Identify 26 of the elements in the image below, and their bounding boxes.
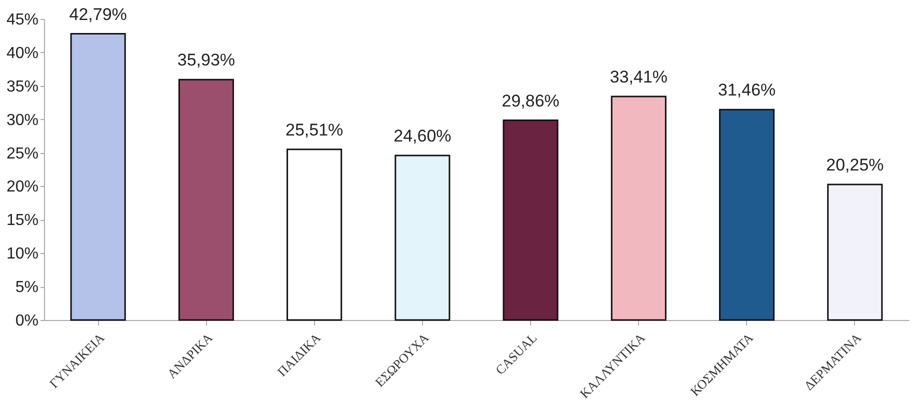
bar xyxy=(610,96,666,321)
data-label: 31,46% xyxy=(718,80,776,100)
y-tick-label: 5% xyxy=(15,279,38,296)
y-tick-label: 30% xyxy=(6,112,38,129)
data-label: 25,51% xyxy=(285,120,344,140)
y-tick-label: 20% xyxy=(6,178,38,196)
bar xyxy=(827,184,883,321)
data-label: 29,86% xyxy=(502,91,560,110)
bar xyxy=(394,154,450,321)
bar xyxy=(286,148,342,321)
y-tick-label: 40% xyxy=(6,44,38,62)
bar xyxy=(719,108,775,321)
y-tick-label: 45% xyxy=(6,12,38,28)
bar xyxy=(178,78,234,321)
data-label: 20,25% xyxy=(826,156,884,175)
data-label: 24,60% xyxy=(394,126,452,146)
y-tick-label: 25% xyxy=(6,145,38,162)
y-tick-label: 35% xyxy=(6,78,38,96)
data-label: 35,93% xyxy=(177,50,236,70)
data-label: 33,41% xyxy=(610,68,668,87)
y-tick-label: 0% xyxy=(15,312,38,330)
bar xyxy=(70,33,126,321)
y-tick-label: 15% xyxy=(6,212,38,230)
bar xyxy=(502,120,558,321)
data-label: 42,79% xyxy=(69,4,127,24)
y-tick-label: 10% xyxy=(6,246,38,263)
